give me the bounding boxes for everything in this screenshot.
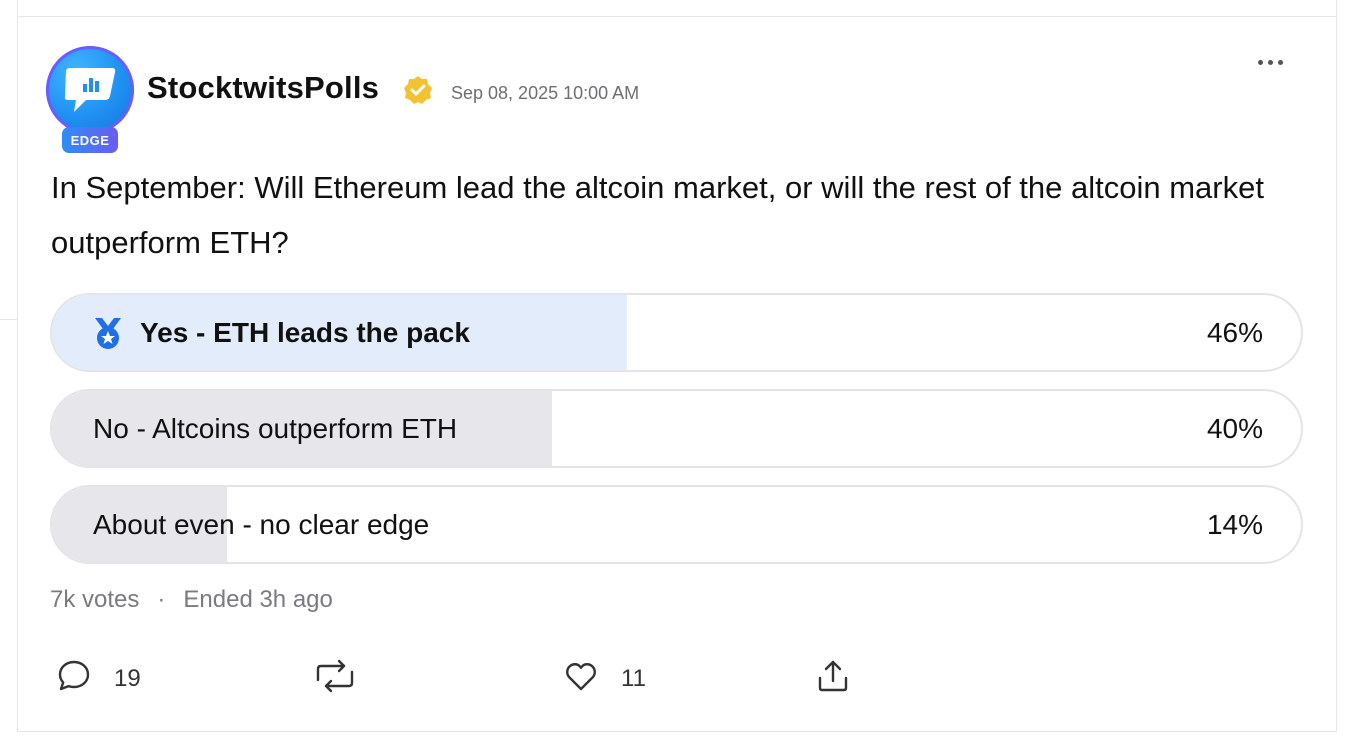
poll-option-percent: 46% — [1206, 316, 1263, 348]
like-button[interactable]: 11 — [563, 658, 646, 699]
edge-badge: EDGE — [62, 127, 118, 153]
poll-question: In September: Will Ethereum lead the alt… — [51, 170, 1264, 260]
comment-count: 19 — [114, 664, 141, 692]
heart-icon — [563, 658, 599, 699]
poll-option-label: Yes - ETH leads the pack — [140, 316, 470, 348]
previous-post-edge — [17, 0, 1337, 16]
post-card — [17, 16, 1337, 732]
verified-badge-icon — [403, 75, 433, 110]
side-panel-edge — [0, 0, 18, 320]
poll-option-label: About even - no clear edge — [93, 508, 430, 540]
medal-icon — [92, 316, 124, 350]
comment-icon — [56, 658, 92, 699]
chart-logo-icon — [64, 68, 116, 112]
share-button[interactable] — [815, 658, 851, 699]
poll-option-percent: 40% — [1206, 412, 1263, 444]
share-icon — [815, 658, 851, 699]
reshare-button[interactable] — [312, 658, 358, 699]
poll-meta: 7k votes · Ended 3h ago — [50, 586, 333, 614]
meta-separator: · — [157, 586, 166, 613]
poll-option-even[interactable]: About even - no clear edge 14% — [50, 485, 1303, 564]
poll-option-fill — [52, 295, 627, 370]
more-options-icon[interactable] — [1250, 52, 1290, 72]
poll-option-fill — [52, 487, 227, 562]
poll-option-label: No - Altcoins outperform ETH — [93, 412, 458, 444]
side-panel-divider — [0, 319, 18, 320]
post-timestamp[interactable]: Sep 08, 2025 10:00 AM — [451, 83, 640, 103]
poll-status: Ended 3h ago — [183, 586, 333, 613]
comment-button[interactable]: 19 — [56, 658, 141, 699]
author-name[interactable]: StocktwitsPolls — [147, 70, 380, 105]
avatar[interactable] — [46, 46, 134, 134]
poll-option-fill — [52, 391, 552, 466]
poll-option-no[interactable]: No - Altcoins outperform ETH 40% — [50, 389, 1303, 468]
reshare-icon — [312, 658, 358, 699]
like-count: 11 — [621, 664, 646, 692]
vote-count: 7k votes — [50, 586, 140, 613]
poll-option-percent: 14% — [1206, 508, 1263, 540]
poll-option-yes[interactable]: Yes - ETH leads the pack 46% — [50, 293, 1303, 372]
